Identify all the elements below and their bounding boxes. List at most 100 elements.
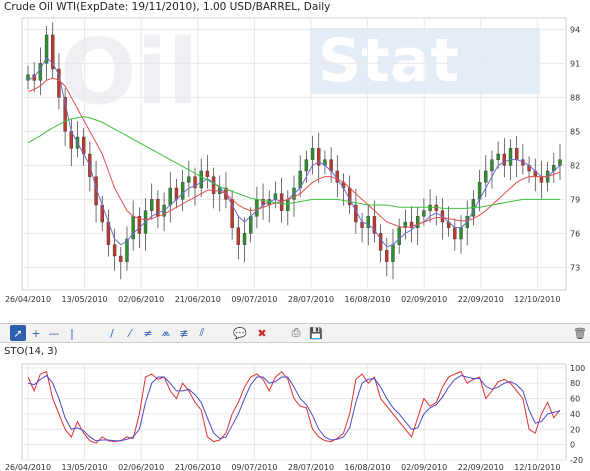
candle-body [131, 216, 135, 240]
y-tick-label: 73 [570, 263, 580, 272]
candle [26, 65, 30, 90]
sto-y-tick-label: 80 [570, 379, 580, 388]
candle-body [459, 227, 463, 240]
candle-body [211, 176, 216, 194]
candle-body [558, 159, 562, 166]
crosshair-icon[interactable]: + [31, 326, 41, 340]
fibonacci-arcs-icon[interactable]: ⫽ [199, 326, 205, 339]
candle-body [539, 176, 544, 183]
save-icon[interactable]: 💾 [309, 326, 323, 340]
candle-body [490, 159, 494, 172]
sto-x-tick-label: 02/06/2010 [118, 463, 164, 471]
ray-icon[interactable]: ⁄ [129, 326, 131, 340]
candle [242, 217, 247, 263]
candle [323, 150, 327, 175]
candle-body [514, 148, 519, 160]
plot-frame [21, 17, 567, 291]
cursor-icon[interactable]: ➚ [10, 325, 26, 341]
fibonacci-fan-icon[interactable]: ⩕ [161, 326, 171, 339]
candle [199, 158, 203, 198]
print-icon[interactable]: ⎙ [291, 326, 301, 339]
candle-body [168, 187, 172, 206]
candle [372, 200, 377, 243]
candle [286, 190, 290, 226]
candle [224, 172, 228, 209]
sto-y-tick-label: 20 [570, 425, 580, 434]
candle [51, 22, 55, 79]
candle [211, 167, 216, 209]
candle-body [44, 34, 49, 64]
candle [521, 143, 525, 175]
candle [552, 152, 556, 183]
candle [514, 135, 519, 178]
y-tick-label: 91 [570, 59, 580, 68]
candle [502, 138, 507, 178]
candle [236, 215, 241, 260]
candle-body [193, 176, 197, 189]
parallel-channel-icon[interactable]: ≠ [143, 326, 153, 340]
sto-y-tick-label: 40 [570, 410, 580, 419]
candle [150, 183, 154, 220]
candle-body [378, 233, 383, 251]
candle-body [199, 170, 203, 189]
sto-x-tick-label: 21/06/2010 [175, 463, 221, 471]
candle-body [187, 176, 191, 183]
candle [174, 178, 179, 209]
fibonacci-retracement-icon[interactable]: ≢ [179, 326, 189, 340]
price-chart[interactable]: 73 76 79 82 85 88 91 94 26/04/2010 13/05/2010 02/0… [0, 0, 590, 322]
chart-title: Crude Oil WTI(ExpDate: 19/11/2010), 1.00… [4, 1, 331, 13]
trash-icon[interactable]: 🗑 [573, 326, 587, 340]
candle-body [329, 159, 333, 172]
candle [527, 156, 531, 183]
candle [422, 198, 426, 226]
sto-y-tick-label: -20 [570, 456, 583, 465]
y-tick-label: 76 [570, 229, 580, 238]
candle-body [397, 227, 401, 245]
candle-body [508, 148, 513, 166]
y-tick-label: 82 [570, 161, 580, 170]
y-tick-label: 79 [570, 195, 580, 204]
candle-body [385, 250, 389, 262]
candle [484, 155, 488, 198]
candle [403, 209, 408, 240]
candle-body [502, 153, 507, 166]
candle-body [409, 221, 414, 228]
candle [261, 183, 265, 220]
sto-x-tick-label: 26/04/2010 [5, 463, 51, 471]
candle [539, 160, 544, 200]
candle [416, 207, 420, 246]
sto-x-tick-label: 16/08/2010 [345, 463, 391, 471]
horizontal-line-icon[interactable]: — [48, 326, 60, 340]
candle-body [137, 216, 142, 234]
candle-body [125, 238, 129, 262]
sto-x-tick-label: 09/07/2010 [231, 463, 277, 471]
sto-x-tick-label: 22/09/2010 [458, 463, 504, 471]
x-tick-label: 02/09/2010 [401, 295, 447, 304]
x-tick-label: 09/07/2010 [231, 295, 277, 304]
candle-body [63, 97, 67, 132]
candle-body [304, 159, 309, 172]
candle-body [242, 233, 247, 245]
candle [558, 143, 562, 181]
candle [317, 132, 321, 183]
candle [156, 190, 160, 229]
x-tick-label: 16/08/2010 [345, 295, 391, 304]
stochastic-chart[interactable]: -20 0 20 40 60 80 100 26/04/2010 13/05/2010 02/06… [0, 342, 590, 471]
candle-body [391, 244, 395, 262]
delete-icon[interactable]: ✖ [257, 326, 267, 340]
candle [378, 224, 383, 263]
candle-body [317, 148, 321, 166]
candle-body [484, 170, 488, 183]
trend-line-icon[interactable]: / [110, 326, 114, 340]
candle [125, 226, 129, 271]
y-tick-label: 94 [570, 25, 580, 34]
candle-body [428, 204, 432, 211]
comment-icon[interactable]: 💬 [233, 326, 247, 340]
candle [162, 192, 166, 232]
candle [335, 155, 340, 198]
vertical-line-icon[interactable]: | [70, 326, 74, 340]
candle [453, 218, 457, 251]
x-tick-label: 26/04/2010 [5, 295, 51, 304]
candle [391, 228, 395, 280]
candle [273, 181, 278, 209]
